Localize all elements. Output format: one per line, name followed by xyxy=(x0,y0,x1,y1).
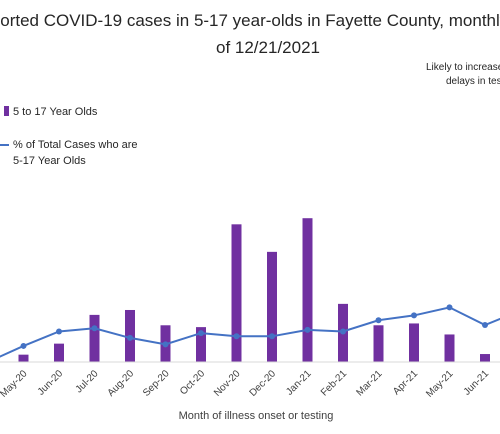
tick-label-Apr-21: Apr-21 xyxy=(391,368,420,397)
x-tick-labels: Apr-20May-20Jun-20Jul-20Aug-20Sep-20Oct-… xyxy=(0,368,500,400)
legend-swatch-bars xyxy=(4,106,9,116)
point-Apr-21 xyxy=(411,312,417,318)
bar-May-20 xyxy=(19,355,29,362)
point-Aug-20 xyxy=(127,335,133,341)
tick-label-Jan-21: Jan-21 xyxy=(284,368,314,398)
tick-label-Aug-20: Aug-20 xyxy=(106,368,137,399)
bar-Nov-20 xyxy=(232,224,242,362)
tick-label-Jul-20: Jul-20 xyxy=(74,368,101,395)
point-Jun-20 xyxy=(56,328,62,334)
point-Jun-21 xyxy=(482,322,488,328)
bar-Jun-20 xyxy=(54,344,64,362)
tick-label-Feb-21: Feb-21 xyxy=(319,368,349,398)
bar-May-21 xyxy=(445,334,455,362)
point-Sep-20 xyxy=(163,341,169,347)
chart-title-line-2: of 12/21/2021 xyxy=(216,38,320,57)
line-series xyxy=(0,304,500,365)
point-Jan-21 xyxy=(305,327,311,333)
bar-Apr-21 xyxy=(409,323,419,362)
tick-label-Dec-20: Dec-20 xyxy=(248,368,279,399)
point-Dec-20 xyxy=(269,333,275,339)
bar-Mar-21 xyxy=(374,325,384,362)
annotation-line-1: Likely to increase due to xyxy=(426,62,500,73)
tick-label-May-20: May-20 xyxy=(0,368,30,400)
bar-Jul-20 xyxy=(90,315,100,362)
legend-label-bars: 5 to 17 Year Olds xyxy=(13,106,98,118)
tick-label-Mar-21: Mar-21 xyxy=(354,368,384,398)
point-Nov-20 xyxy=(234,333,240,339)
chart-title-line-1: Reported COVID-19 cases in 5-17 year-old… xyxy=(0,11,500,30)
legend-label-line-2: 5-17 Year Olds xyxy=(13,155,86,167)
bar-series xyxy=(0,117,500,362)
legend: 5 to 17 Year Olds % of Total Cases who a… xyxy=(0,106,138,167)
legend-label-line-1: % of Total Cases who are xyxy=(13,139,138,151)
bar-Jun-21 xyxy=(480,354,490,362)
tick-label-May-21: May-21 xyxy=(424,368,456,400)
tick-label-Nov-20: Nov-20 xyxy=(212,368,243,399)
point-May-21 xyxy=(447,304,453,310)
percent-line xyxy=(0,307,500,362)
annotation-line-2: delays in testing xyxy=(446,76,500,87)
point-Jul-20 xyxy=(92,325,98,331)
x-axis-label: Month of illness onset or testing xyxy=(179,410,334,422)
bar-Jan-21 xyxy=(303,218,313,362)
bar-Dec-20 xyxy=(267,252,277,362)
tick-label-Sep-20: Sep-20 xyxy=(141,368,172,399)
tick-label-Jun-21: Jun-21 xyxy=(462,368,492,398)
point-Oct-20 xyxy=(198,330,204,336)
point-Mar-21 xyxy=(376,317,382,323)
tick-label-Oct-20: Oct-20 xyxy=(178,368,207,397)
point-Feb-21 xyxy=(340,328,346,334)
tick-label-Jun-20: Jun-20 xyxy=(36,368,66,398)
point-May-20 xyxy=(21,343,27,349)
